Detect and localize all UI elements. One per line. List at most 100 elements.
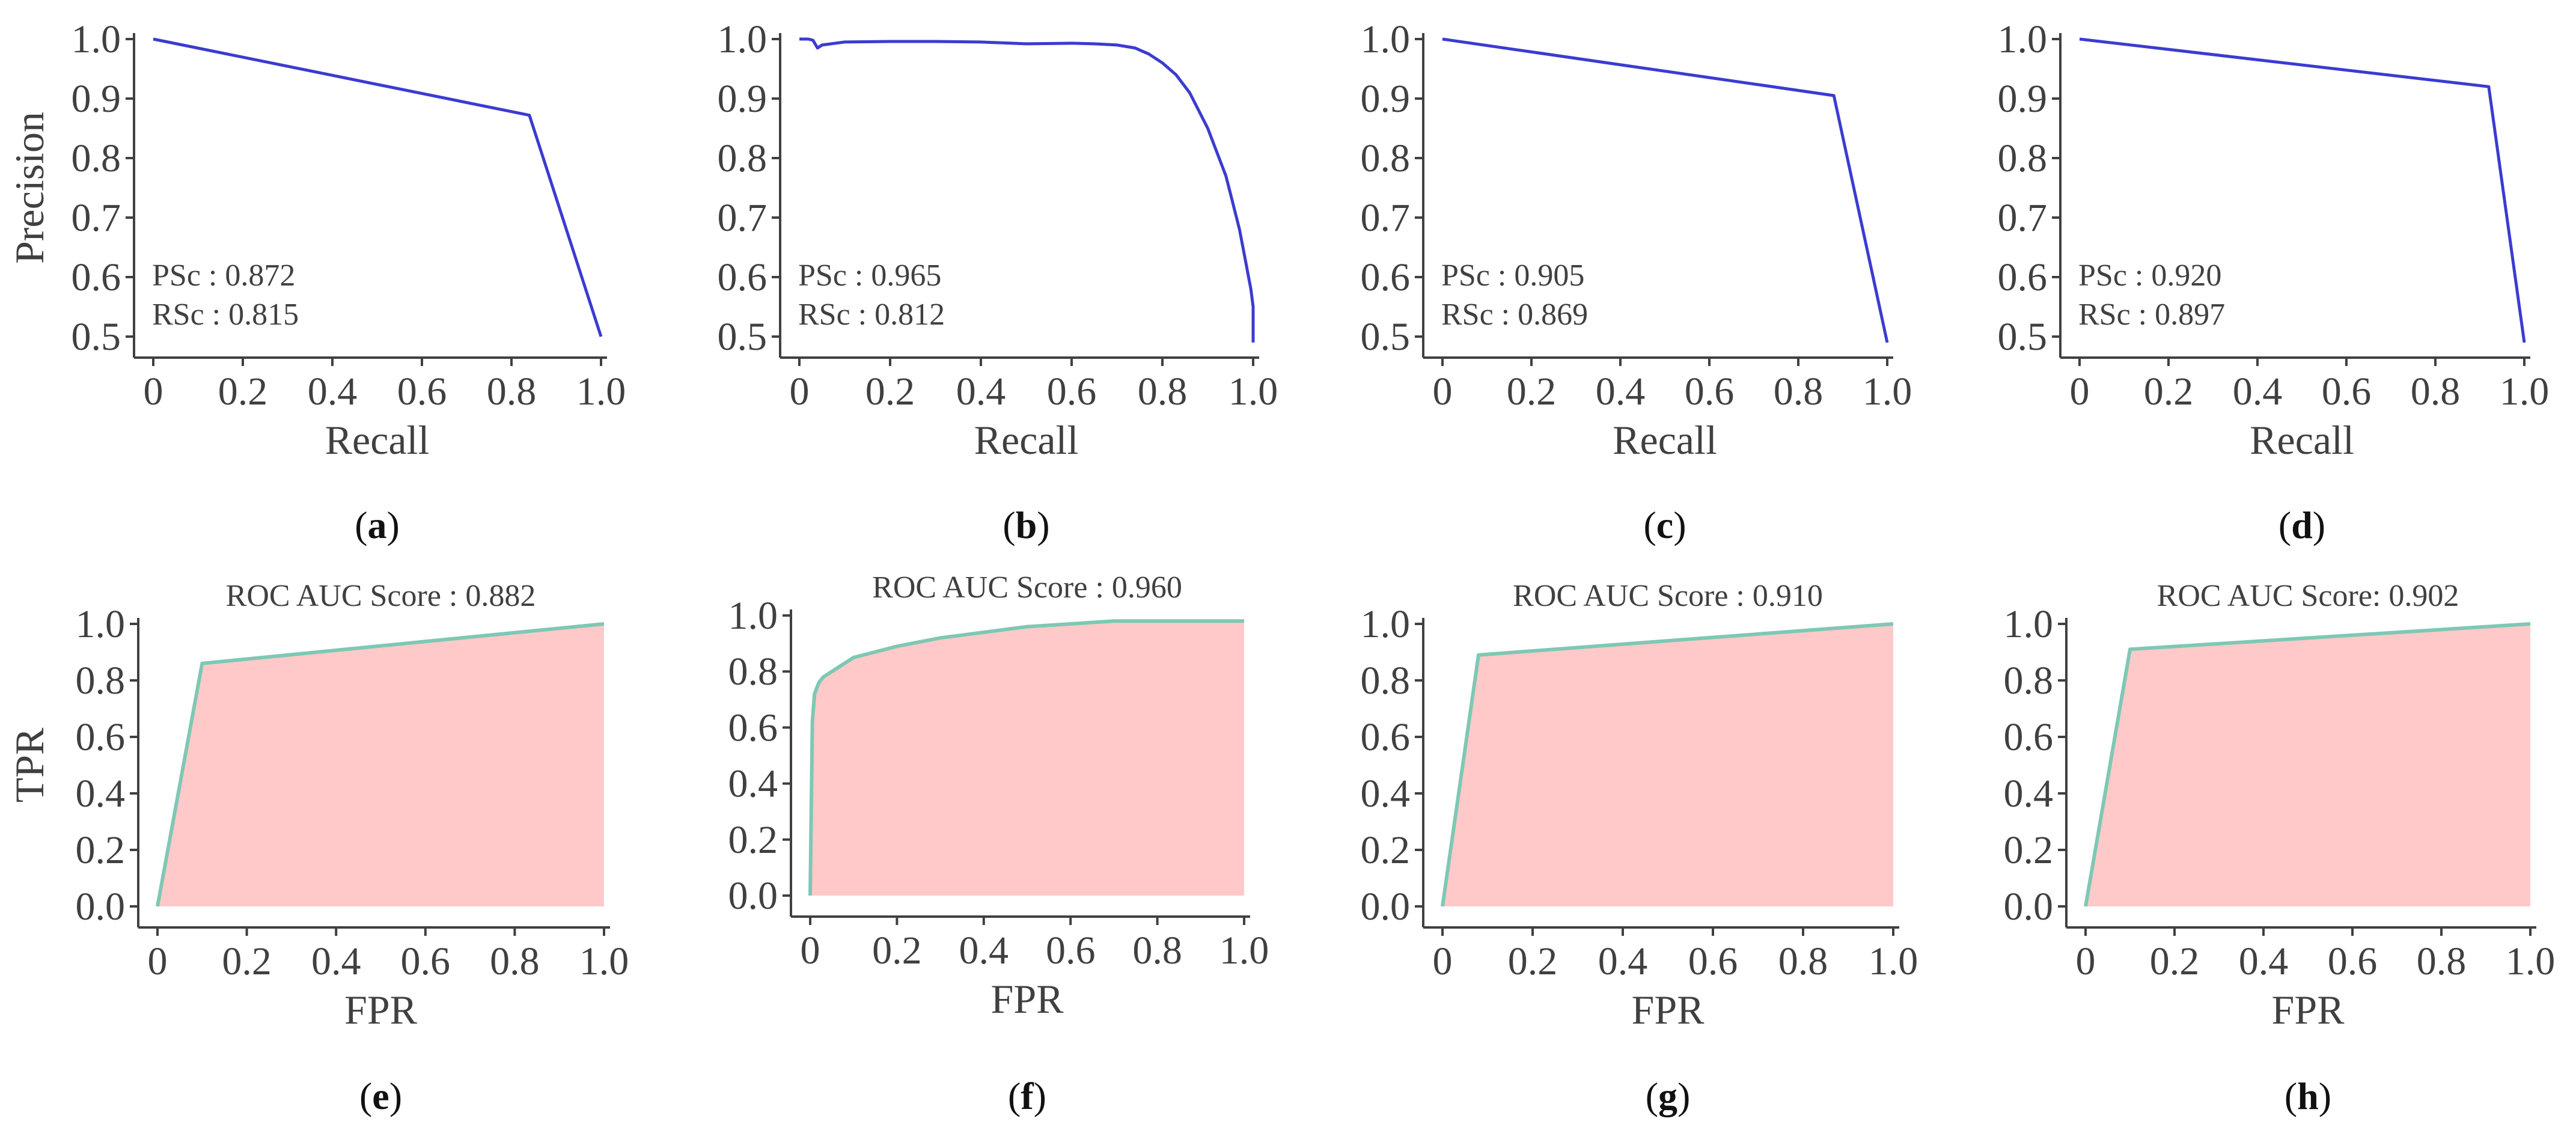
x-tick-label: 0.2 xyxy=(1507,370,1557,414)
y-tick-label: 0.2 xyxy=(2004,828,2054,872)
y-tick-label: 0.7 xyxy=(1998,196,2048,240)
x-tick-label: 0 xyxy=(801,929,820,973)
roc-curve-line xyxy=(2084,622,2531,907)
panel-label: (h) xyxy=(2285,1075,2331,1117)
y-axis-title: TPR xyxy=(7,727,52,802)
rsc-annotation: RSc : 0.815 xyxy=(152,298,299,332)
x-tick-label: 1.0 xyxy=(579,939,629,983)
y-tick-label: 0.4 xyxy=(1361,772,1411,816)
y-tick-label: 0.0 xyxy=(1361,885,1411,929)
y-tick-label: 0.6 xyxy=(728,706,778,750)
x-tick-label: 0.2 xyxy=(1508,939,1558,983)
x-axis-title: FPR xyxy=(991,976,1064,1022)
chart-panel-h: 0.0 0.2 0.4 0.6 0.8 1.0 0 0.2 0.4 0.6 0.8 1.0 FPR ROC… xyxy=(2004,579,2556,1117)
x-tick-label: 0.4 xyxy=(2233,370,2283,414)
x-tick-label: 0.6 xyxy=(1046,929,1096,973)
roc-area-fill xyxy=(1442,624,1893,906)
x-tick-label: 0.8 xyxy=(1774,370,1824,414)
x-tick-label: 0.2 xyxy=(218,370,268,414)
y-tick-label: 0.8 xyxy=(76,659,126,703)
panel-label: (e) xyxy=(359,1075,402,1117)
x-tick-label: 0.6 xyxy=(397,370,447,414)
y-tick-label: 0.7 xyxy=(718,196,768,240)
y-tick-label: 0.0 xyxy=(2004,885,2054,929)
x-tick-label: 0.8 xyxy=(1138,370,1188,414)
x-tick-label: 0.4 xyxy=(956,370,1006,414)
y-tick-label: 0.6 xyxy=(1361,715,1411,759)
x-tick-label: 1.0 xyxy=(576,370,626,414)
x-tick-label: 1.0 xyxy=(2506,939,2556,983)
panel-label: (d) xyxy=(2278,504,2325,546)
x-axis-title: Recall xyxy=(974,417,1079,463)
rsc-annotation: RSc : 0.812 xyxy=(798,298,945,332)
psc-annotation: PSc : 0.965 xyxy=(798,258,941,293)
chart-panel-b: 0.5 0.6 0.7 0.8 0.9 1.0 0 0.2 0.4 0.6 0.8 1.0 Recall… xyxy=(718,17,1278,546)
x-tick-label: 0.6 xyxy=(1047,370,1097,414)
pr-curve-line xyxy=(1442,37,1889,343)
y-tick-label: 0.5 xyxy=(1361,315,1411,359)
roc-curve-line xyxy=(808,619,1244,896)
x-axis-title: FPR xyxy=(344,987,418,1033)
panel-label: (a) xyxy=(355,504,400,546)
y-tick-label: 0.4 xyxy=(2004,772,2054,816)
y-tick-label: 0.5 xyxy=(1998,315,2048,359)
y-tick-label: 1.0 xyxy=(728,594,778,638)
pr-curve-line xyxy=(799,37,1255,343)
chart-panel-f: 0.0 0.2 0.4 0.6 0.8 1.0 0 0.2 0.4 0.6 0.8 1.0 FPR ROC… xyxy=(728,570,1269,1117)
roc-auc-title: ROC AUC Score : 0.910 xyxy=(1513,579,1823,613)
y-tick-label: 1.0 xyxy=(2004,602,2054,646)
x-tick-label: 0.8 xyxy=(487,370,537,414)
y-tick-label: 0.8 xyxy=(2004,659,2054,703)
y-tick-label: 1.0 xyxy=(1998,17,2048,61)
x-tick-label: 0.6 xyxy=(2322,370,2372,414)
x-tick-label: 1.0 xyxy=(1219,929,1269,973)
y-tick-label: 0.2 xyxy=(76,828,126,872)
panel-label: (f) xyxy=(1008,1075,1046,1117)
pr-curve-line xyxy=(2079,37,2526,343)
y-tick-label: 0.9 xyxy=(72,77,121,121)
x-tick-label: 0.8 xyxy=(2417,939,2467,983)
y-tick-label: 0.6 xyxy=(76,715,126,759)
x-tick-label: 1.0 xyxy=(2500,370,2550,414)
x-tick-label: 1.0 xyxy=(1869,939,1918,983)
x-tick-label: 0 xyxy=(790,370,810,414)
x-tick-label: 0 xyxy=(1433,370,1453,414)
x-axis-title: FPR xyxy=(2272,987,2345,1033)
y-tick-label: 0.6 xyxy=(1361,255,1411,299)
chart-panel-e: 0.0 0.2 0.4 0.6 0.8 1.0 0 0.2 0.4 0.6 0.8 1.0 FPR TPR… xyxy=(7,579,629,1117)
y-tick-label: 0.6 xyxy=(1998,255,2048,299)
x-tick-label: 0.2 xyxy=(2144,370,2194,414)
x-axis-title: Recall xyxy=(1613,417,1717,463)
chart-panel-c: 0.5 0.6 0.7 0.8 0.9 1.0 0 0.2 0.4 0.6 0.8 1.0 Recall… xyxy=(1361,17,1912,546)
psc-annotation: PSc : 0.905 xyxy=(1441,258,1584,293)
y-tick-label: 1.0 xyxy=(72,17,121,61)
y-tick-label: 0.0 xyxy=(76,885,126,929)
y-tick-label: 0.8 xyxy=(718,136,768,180)
y-tick-label: 0.9 xyxy=(1998,77,2048,121)
y-tick-label: 0.9 xyxy=(718,77,768,121)
y-tick-label: 0.5 xyxy=(718,315,768,359)
y-tick-label: 0.4 xyxy=(76,772,126,816)
y-tick-label: 0.2 xyxy=(728,818,778,862)
y-tick-label: 1.0 xyxy=(1361,17,1411,61)
y-tick-label: 1.0 xyxy=(718,17,768,61)
x-tick-label: 0 xyxy=(148,939,168,983)
x-tick-label: 0.6 xyxy=(2328,939,2378,983)
rsc-annotation: RSc : 0.869 xyxy=(1441,298,1588,332)
psc-annotation: PSc : 0.920 xyxy=(2078,258,2221,293)
y-tick-label: 0.8 xyxy=(72,136,121,180)
rsc-annotation: RSc : 0.897 xyxy=(2078,298,2225,332)
roc-auc-title: ROC AUC Score : 0.882 xyxy=(226,579,536,613)
x-tick-label: 0.6 xyxy=(1685,370,1735,414)
x-tick-label: 0.2 xyxy=(872,929,922,973)
y-tick-label: 0.6 xyxy=(2004,715,2054,759)
x-tick-label: 0.2 xyxy=(2150,939,2200,983)
x-tick-label: 0.4 xyxy=(2239,939,2289,983)
panel-label: (c) xyxy=(1643,504,1686,546)
y-tick-label: 0.8 xyxy=(1361,659,1411,703)
x-tick-label: 0.2 xyxy=(865,370,915,414)
x-axis-title: Recall xyxy=(2250,417,2354,463)
y-axis-title: Precision xyxy=(7,112,52,264)
y-tick-label: 0.6 xyxy=(72,255,121,299)
